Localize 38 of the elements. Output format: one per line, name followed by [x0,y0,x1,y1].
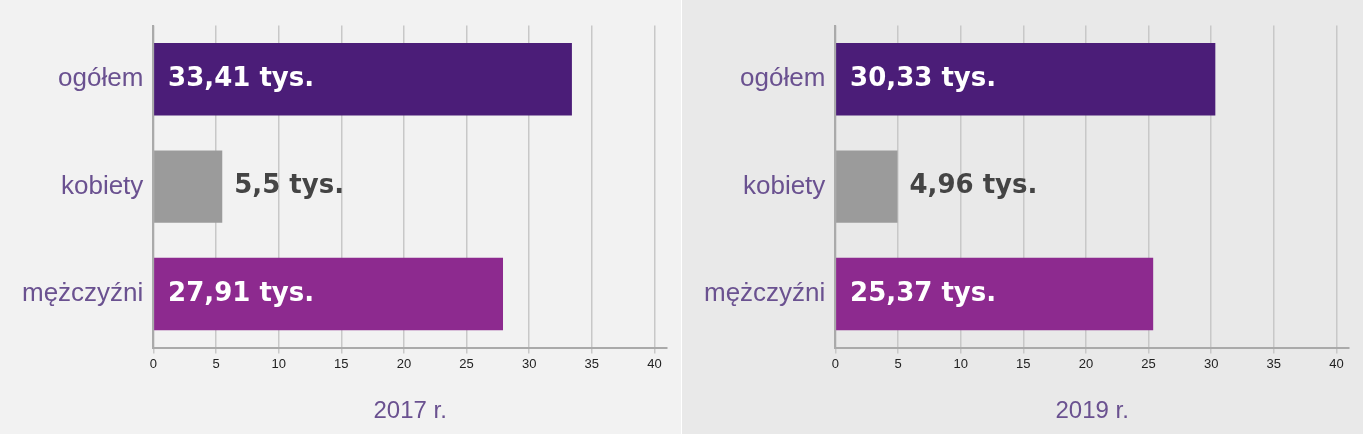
y-tick-label: kobiety [60,169,144,200]
y-tick-label: kobiety [742,169,826,200]
data-label: 33,41 tys. [168,62,315,93]
data-label: 25,37 tys. [850,276,997,307]
y-tick-label: mężczyźni [704,277,826,308]
x-tick-label: 0 [831,355,839,371]
x-tick-label: 40 [647,355,662,371]
x-tick-label: 15 [334,355,349,371]
bar [836,43,1216,116]
x-tick-label: 30 [1203,355,1219,371]
x-tick-label: 15 [1016,355,1031,371]
x-tick-label: 0 [149,355,157,371]
bar [836,257,1154,331]
y-tick-label: ogółem [740,62,826,93]
x-tick-label: 35 [584,355,600,371]
x-tick-label: 5 [894,355,902,371]
x-tick-label: 25 [459,355,474,371]
x-tick-label: 10 [953,355,968,371]
x-tick-label: 20 [396,355,412,371]
x-tick-label: 35 [1266,355,1282,371]
x-tick-label: 40 [1329,355,1344,371]
x-tick-label: 5 [212,355,220,371]
x-tick-label: 20 [1078,355,1094,371]
bar [154,150,223,223]
x-axis-title: 2017 r. [373,396,447,424]
data-label: 4,96 tys. [909,169,1038,200]
x-tick-label: 25 [1141,355,1156,371]
data-label: 30,33 tys. [850,62,997,93]
y-tick-label: ogółem [58,62,144,93]
x-tick-label: 10 [271,355,286,371]
x-tick-label: 30 [521,355,537,371]
x-axis-title: 2019 r. [1055,396,1129,424]
data-label: 5,5 tys. [234,169,345,200]
data-label: 27,91 tys. [168,276,315,307]
y-tick-label: mężczyźni [22,277,144,308]
bar [836,150,898,223]
bar [154,257,504,331]
bar [154,43,572,116]
